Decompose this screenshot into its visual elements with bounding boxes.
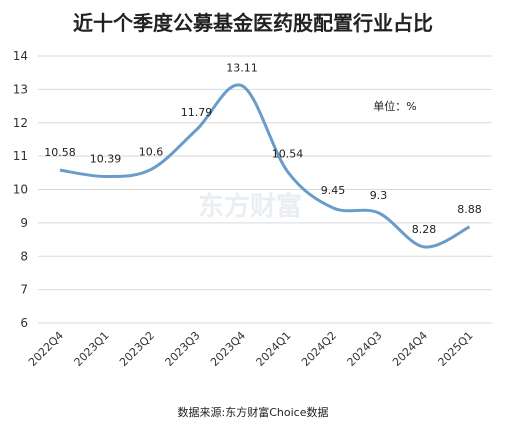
data-labels: 10.58 10.39 10.6 11.79 13.11 10.54 9.45 9.3 8.28…: [44, 62, 482, 236]
x-axis-ticks: 2022Q4 2023Q1 2023Q2 2023Q3 2023Q4 2024Q1 2024…: [26, 329, 476, 369]
y-tick-label: 7: [20, 283, 28, 297]
data-label: 10.39: [90, 152, 122, 165]
x-tick-label: 2025Q1: [436, 329, 476, 369]
grid-lines: [38, 55, 492, 324]
source-note: 数据来源:东方财富Choice数据: [178, 405, 329, 419]
y-tick-label: 6: [20, 316, 28, 330]
x-tick-label: 2022Q4: [26, 329, 66, 369]
x-tick-label: 2023Q4: [208, 329, 248, 369]
x-tick-label: 2024Q1: [254, 329, 294, 369]
x-tick-label: 2023Q2: [117, 329, 157, 369]
series-line: [59, 83, 471, 249]
data-label: 8.28: [412, 223, 437, 236]
x-tick-label: 2023Q1: [72, 329, 112, 369]
y-tick-label: 10: [13, 183, 28, 197]
x-tick-label: 2023Q3: [163, 329, 203, 369]
data-label: 8.88: [457, 203, 482, 216]
y-tick-label: 12: [13, 116, 28, 130]
x-tick-label: 2024Q2: [299, 329, 339, 369]
data-label: 10.58: [44, 146, 76, 159]
x-tick-label: 2024Q4: [390, 329, 430, 369]
y-tick-label: 13: [13, 82, 28, 96]
y-tick-label: 9: [20, 216, 28, 230]
data-label: 10.6: [139, 145, 164, 158]
data-label: 9.45: [321, 184, 346, 197]
y-axis-ticks: 6 7 8 9 10 11 12 13 14: [13, 49, 28, 330]
data-label: 9.3: [370, 189, 388, 202]
data-label: 11.79: [181, 106, 213, 119]
unit-label: 单位：%: [373, 99, 416, 113]
data-label: 13.11: [226, 62, 258, 75]
x-tick-label: 2024Q3: [345, 329, 385, 369]
watermark-text: 东方财富: [198, 191, 302, 222]
chart-title: 近十个季度公募基金医药股配置行业占比: [73, 11, 433, 35]
y-tick-label: 11: [13, 149, 28, 163]
y-tick-label: 14: [13, 49, 28, 63]
data-label: 10.54: [272, 147, 304, 160]
y-tick-label: 8: [20, 249, 28, 263]
